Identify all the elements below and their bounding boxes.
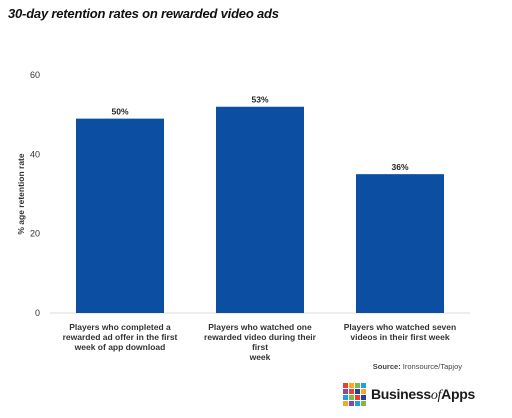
brand-mosaic-tile (361, 395, 366, 400)
x-tick-label-line: videos in their first week (350, 332, 450, 342)
brand-name-part-2: of (430, 387, 442, 403)
brand-mosaic-tile (349, 395, 354, 400)
data-label: 53% (251, 95, 268, 105)
x-tick-label: Players who watched seven videos in their… (335, 322, 465, 342)
brand-mosaic-tile (355, 383, 360, 388)
brand-mosaic-tile (349, 401, 354, 406)
brand-mosaic-icon (343, 383, 366, 406)
y-tick-label: 40 (30, 149, 40, 159)
source-label: Source: (372, 362, 401, 371)
source-text: Ironsource/Tapjoy (402, 362, 462, 371)
brand-mosaic-tile (355, 401, 360, 406)
x-tick-label-line: rewarded video during their first (204, 332, 316, 352)
data-label: 50% (111, 107, 128, 117)
brand-name: BusinessofApps (371, 386, 475, 404)
x-tick-label-line: Players who watched seven (343, 322, 457, 332)
brand-mosaic-tile (355, 395, 360, 400)
x-tick-label: Players who completed a rewarded ad offer… (55, 322, 185, 352)
y-tick-label: 0 (35, 308, 40, 318)
x-tick-label-line: Players who watched one (208, 322, 312, 332)
brand-mosaic-tile (343, 395, 348, 400)
brand-mosaic-tile (343, 389, 348, 394)
x-tick-label: Players who watched one rewarded video du… (195, 322, 325, 362)
x-tick-label-line: rewarded ad offer in the first (62, 332, 178, 342)
brand-mosaic-tile (349, 383, 354, 388)
y-tick-label: 60 (30, 70, 40, 80)
brand-name-part-3: Apps (441, 385, 475, 402)
y-tick-label: 20 (30, 229, 40, 239)
brand-mosaic-tile (343, 401, 348, 406)
x-tick-label-line: week of app download (74, 342, 166, 352)
bar (216, 106, 304, 313)
y-axis-title: % age retention rate (16, 153, 26, 235)
brand-logo: BusinessofApps (343, 383, 475, 406)
brand-mosaic-tile (349, 389, 354, 394)
brand-name-part-1: Business (371, 385, 431, 402)
brand-mosaic-tile (361, 401, 366, 406)
brand-mosaic-tile (361, 389, 366, 394)
bar (356, 174, 444, 313)
data-label: 36% (391, 162, 408, 172)
x-tick-label-line: Players who completed a (69, 322, 171, 332)
source-note: Source: Ironsource/Tapjoy (373, 362, 462, 371)
x-tick-label-line: week (249, 352, 271, 362)
brand-mosaic-tile (361, 383, 366, 388)
bar (76, 118, 164, 313)
brand-mosaic-tile (343, 383, 348, 388)
chart-title: 30-day retention rates on rewarded video… (8, 6, 279, 21)
brand-mosaic-tile (355, 389, 360, 394)
